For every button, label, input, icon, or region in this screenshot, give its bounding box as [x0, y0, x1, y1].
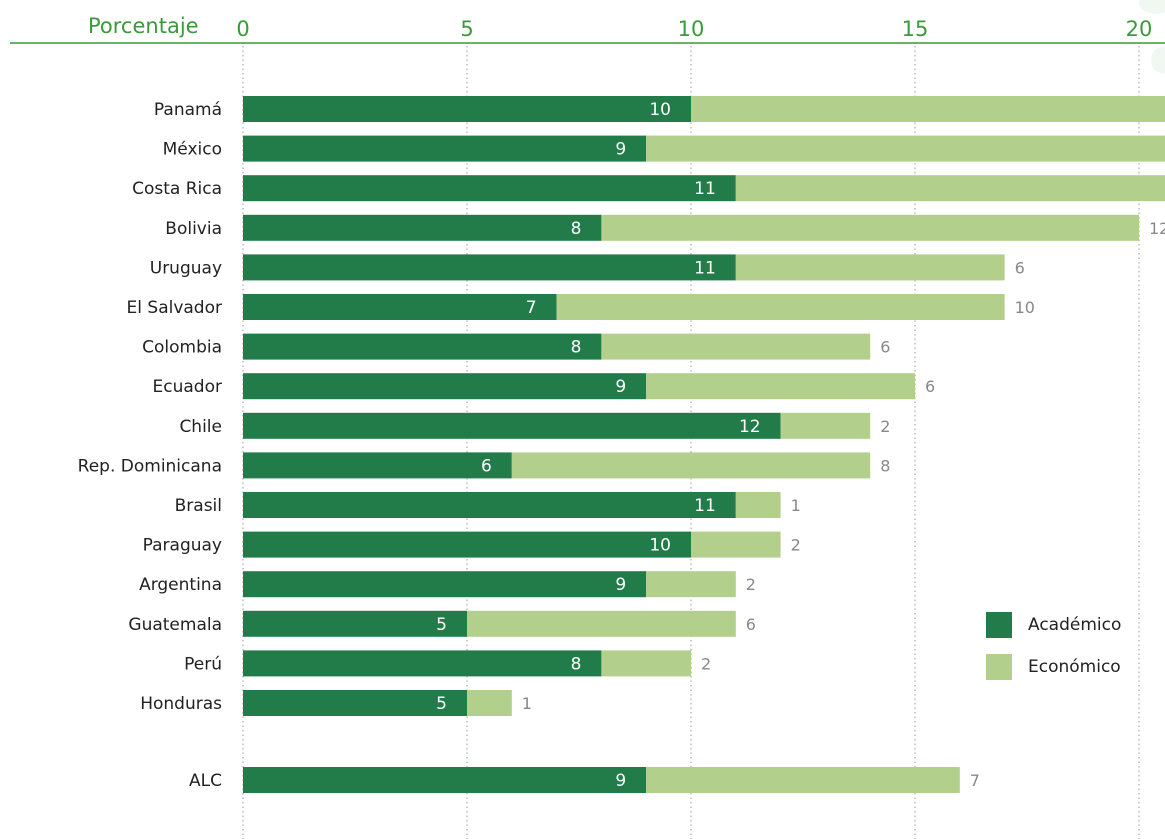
x-axis-title: Porcentaje [88, 14, 199, 38]
value-label-academico-4: 11 [694, 258, 716, 278]
x-tick-label-20: 20 [1126, 17, 1153, 41]
value-label-academico-5: 7 [526, 298, 537, 318]
value-label-economico-9: 8 [880, 456, 890, 475]
value-label-economico-12: 2 [746, 575, 756, 594]
value-label-academico-0: 10 [649, 100, 671, 120]
bar-academico-7 [243, 373, 647, 400]
x-tick-label-0: 0 [236, 17, 249, 41]
value-label-academico-1: 9 [615, 140, 626, 160]
category-label-11: Paraguay [143, 536, 222, 556]
legend-label-economico: Económico [1028, 657, 1121, 677]
value-label-academico-7: 9 [615, 377, 626, 397]
bar-economico-10 [735, 492, 781, 518]
bar-academico-15 [243, 690, 467, 716]
value-label-academico-8: 12 [739, 417, 761, 437]
bar-academico-6 [243, 333, 602, 360]
decorative-corner-mark [1139, 0, 1165, 14]
bar-economico-11 [691, 531, 781, 558]
value-label-economico-4: 6 [1015, 258, 1025, 277]
x-tick-label-10: 10 [678, 17, 705, 41]
bar-economico-15 [467, 690, 512, 716]
category-label-2: Costa Rica [132, 179, 222, 199]
x-tick-label-5: 5 [460, 17, 473, 41]
bar-academico-16 [243, 767, 647, 793]
bar-economico-7 [646, 373, 915, 400]
category-label-6: Colombia [142, 338, 222, 358]
value-label-academico-12: 9 [615, 575, 626, 595]
legend-item-academico: Académico [986, 612, 1121, 638]
value-label-economico-13: 6 [746, 615, 756, 634]
bar-economico-2 [735, 175, 1165, 202]
value-label-academico-13: 5 [436, 615, 447, 635]
bar-economico-13 [467, 610, 736, 637]
bar-economico-0 [691, 96, 1165, 122]
bar-academico-1 [243, 135, 647, 162]
category-label-5: El Salvador [127, 298, 222, 318]
category-label-9: Rep. Dominicana [78, 456, 222, 476]
legend-swatch-economico [986, 654, 1012, 680]
value-label-academico-16: 9 [615, 771, 626, 791]
value-label-economico-6: 6 [880, 338, 890, 357]
category-label-4: Uruguay [150, 258, 222, 278]
legend-swatch-academico [986, 612, 1012, 638]
value-label-academico-11: 10 [649, 536, 671, 556]
value-label-academico-10: 11 [694, 496, 716, 516]
value-label-economico-5: 10 [1015, 298, 1035, 317]
value-label-economico-10: 1 [791, 496, 801, 515]
category-label-15: Honduras [140, 694, 222, 714]
value-label-economico-3: 12 [1149, 219, 1165, 238]
category-label-8: Chile [179, 417, 222, 437]
category-label-16: ALC [189, 771, 222, 791]
bar-economico-4 [735, 254, 1005, 281]
value-label-academico-14: 8 [571, 654, 582, 674]
legend-label-academico: Académico [1028, 615, 1122, 635]
bar-academico-0 [243, 96, 691, 122]
chart-legend: Académico Económico [986, 612, 1121, 696]
bar-academico-13 [243, 610, 467, 637]
category-label-3: Bolivia [165, 219, 222, 239]
bar-academico-5 [243, 294, 557, 320]
legend-item-economico: Económico [986, 654, 1121, 680]
value-label-economico-11: 2 [791, 536, 801, 555]
value-label-academico-6: 8 [571, 338, 582, 358]
category-label-13: Guatemala [128, 615, 222, 635]
value-label-economico-8: 2 [880, 417, 890, 436]
bar-academico-4 [243, 254, 736, 281]
bar-economico-5 [556, 294, 1005, 320]
bar-economico-16 [646, 767, 960, 793]
value-label-academico-3: 8 [571, 219, 582, 239]
bar-economico-9 [511, 452, 871, 479]
bar-academico-11 [243, 531, 691, 558]
value-label-economico-14: 2 [701, 654, 711, 673]
category-label-0: Panamá [154, 100, 222, 120]
category-label-12: Argentina [139, 575, 222, 595]
category-label-1: México [163, 140, 222, 160]
value-label-economico-16: 7 [970, 771, 980, 790]
category-label-10: Brasil [175, 496, 222, 516]
category-label-7: Ecuador [153, 377, 222, 397]
value-label-economico-15: 1 [522, 694, 532, 713]
bar-academico-2 [243, 175, 736, 202]
bar-academico-8 [243, 412, 781, 439]
value-label-economico-7: 6 [925, 377, 935, 396]
bar-economico-12 [646, 571, 736, 598]
bar-academico-10 [243, 492, 736, 518]
value-label-academico-9: 6 [481, 456, 492, 476]
bar-academico-9 [243, 452, 512, 479]
x-tick-label-15: 15 [902, 17, 929, 41]
bar-economico-1 [646, 135, 1165, 162]
bar-economico-14 [601, 650, 691, 677]
bar-economico-8 [780, 412, 871, 439]
value-label-academico-15: 5 [436, 694, 447, 714]
bar-academico-12 [243, 571, 647, 598]
value-label-academico-2: 11 [694, 179, 716, 199]
bar-academico-3 [243, 214, 602, 241]
bar-academico-14 [243, 650, 602, 677]
bar-economico-6 [601, 333, 871, 360]
decorative-corner-mark-2 [1151, 46, 1165, 74]
bar-economico-3 [601, 214, 1139, 241]
category-label-14: Perú [184, 654, 222, 674]
